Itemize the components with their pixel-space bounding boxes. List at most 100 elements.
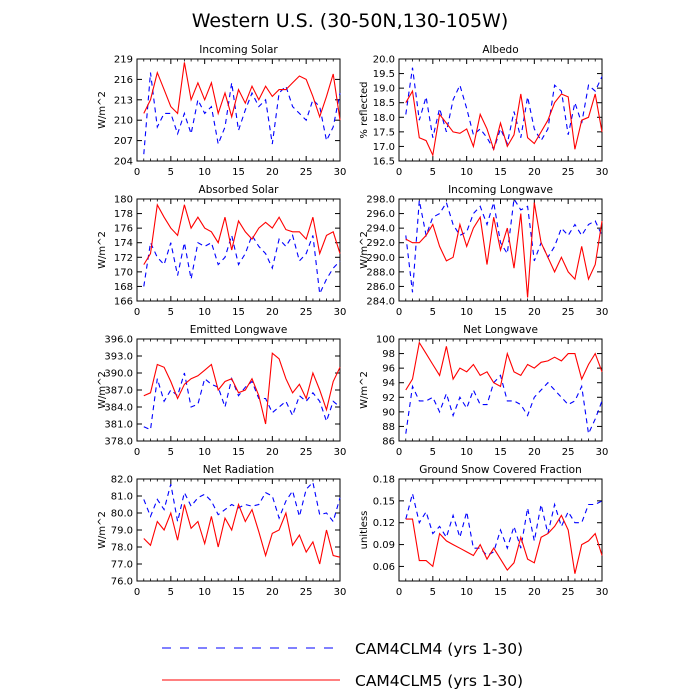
series-line-cam4clm5-yrs-1-30-emitted-longwave [143, 352, 341, 425]
y-tick-label-absorbed-solar: 174 [114, 238, 133, 249]
x-tick-label-net-radiation: 10 [198, 587, 211, 598]
series-line-cam4clm4-yrs-1-30-incoming-longwave [405, 197, 603, 293]
legend-label-cam4clm5: CAM4CLM5 (yrs 1-30) [355, 672, 523, 690]
x-tick-label-albedo: 20 [528, 167, 541, 178]
x-tick-label-net-radiation: 5 [168, 587, 174, 598]
panel-title-emitted-longwave: Emitted Longwave [190, 324, 288, 336]
x-tick-label-emitted-longwave: 20 [266, 447, 279, 458]
y-tick-label-incoming-longwave: 298.0 [366, 195, 395, 206]
y-tick-label-net-longwave: 100 [376, 335, 395, 346]
y-tick-label-ground-snow-covered-fraction: 0.12 [373, 518, 395, 529]
series-line-cam4clm4-yrs-1-30-albedo [405, 67, 603, 151]
y-tick-label-net-longwave: 92 [382, 393, 395, 404]
series-line-cam4clm4-yrs-1-30-absorbed-solar [143, 233, 341, 296]
x-tick-label-absorbed-solar: 30 [334, 307, 347, 318]
x-tick-label-absorbed-solar: 10 [198, 307, 211, 318]
x-tick-label-incoming-solar: 0 [134, 167, 140, 178]
y-tick-label-net-longwave: 88 [382, 422, 395, 433]
panel-net-longwave: Net Longwave 0 5 10 15 20 25 30 86 88 90 92 94 96 98 10… [359, 324, 608, 458]
x-tick-label-albedo: 30 [596, 167, 609, 178]
panel-net-radiation: Net Radiation 0 5 10 15 20 25 30 76.0 77.0 78.0 79.… [97, 464, 346, 598]
y-tick-label-net-longwave: 98 [382, 349, 395, 360]
y-tick-label-albedo: 20.0 [373, 55, 395, 66]
y-tick-label-absorbed-solar: 178 [114, 209, 133, 220]
plot-frame-net-longwave [398, 338, 603, 442]
x-tick-label-net-radiation: 25 [300, 587, 313, 598]
y-axis-label-albedo: % reflected [359, 81, 370, 138]
y-tick-label-incoming-solar: 219 [114, 55, 133, 66]
x-tick-label-ground-snow-covered-fraction: 20 [528, 587, 541, 598]
series-line-cam4clm4-yrs-1-30-ground-snow-covered-fraction [405, 493, 603, 557]
y-tick-label-absorbed-solar: 172 [114, 253, 133, 264]
x-tick-label-incoming-solar: 20 [266, 167, 279, 178]
x-tick-label-albedo: 15 [494, 167, 507, 178]
x-tick-label-incoming-solar: 25 [300, 167, 313, 178]
y-tick-label-albedo: 16.5 [373, 157, 395, 168]
series-line-cam4clm5-yrs-1-30-absorbed-solar [143, 203, 341, 265]
y-tick-label-net-longwave: 86 [382, 437, 395, 448]
x-tick-label-incoming-longwave: 5 [430, 307, 436, 318]
x-tick-label-net-longwave: 15 [494, 447, 507, 458]
series-line-cam4clm5-yrs-1-30-incoming-longwave [405, 202, 603, 298]
y-tick-label-incoming-longwave: 290.0 [366, 253, 395, 264]
y-tick-label-net-radiation: 77.0 [111, 560, 133, 571]
series-line-cam4clm5-yrs-1-30-ground-snow-covered-fraction [405, 514, 603, 574]
y-axis-label-incoming-longwave: W/m^2 [359, 231, 370, 269]
y-tick-label-ground-snow-covered-fraction: 0.06 [373, 562, 395, 573]
panel-emitted-longwave: Emitted Longwave 0 5 10 15 20 25 30 378.0 381.0 38… [97, 324, 346, 458]
x-tick-label-ground-snow-covered-fraction: 5 [430, 587, 436, 598]
x-tick-label-absorbed-solar: 20 [266, 307, 279, 318]
panel-albedo: Albedo 0 5 10 15 20 25 30 16.5 17.0 17.5 18.0 18.5 19… [359, 44, 608, 178]
y-tick-label-incoming-solar: 216 [114, 75, 133, 86]
x-tick-label-net-longwave: 10 [460, 447, 473, 458]
figure-title: Western U.S. (30-50N,130-105W) [192, 10, 509, 32]
y-tick-label-ground-snow-covered-fraction: 0.18 [373, 475, 395, 486]
y-tick-label-incoming-solar: 210 [114, 116, 133, 127]
x-tick-label-albedo: 5 [430, 167, 436, 178]
x-tick-label-net-longwave: 0 [396, 447, 402, 458]
y-tick-label-net-longwave: 94 [382, 378, 395, 389]
x-tick-label-emitted-longwave: 15 [232, 447, 245, 458]
panel-title-incoming-longwave: Incoming Longwave [448, 184, 553, 196]
y-tick-label-incoming-solar: 207 [114, 136, 133, 147]
legend-label-cam4clm4: CAM4CLM4 (yrs 1-30) [355, 640, 523, 658]
x-tick-label-ground-snow-covered-fraction: 25 [562, 587, 575, 598]
y-tick-label-absorbed-solar: 168 [114, 282, 133, 293]
panel-title-net-longwave: Net Longwave [463, 324, 538, 336]
panel-incoming-solar: Incoming Solar 0 5 10 15 20 25 30 204 207 210 213 21… [97, 44, 346, 178]
y-axis-label-emitted-longwave: W/m^2 [97, 371, 108, 409]
x-tick-label-net-radiation: 15 [232, 587, 245, 598]
plot-frame-absorbed-solar [136, 198, 341, 302]
x-tick-label-net-radiation: 20 [266, 587, 279, 598]
panel-ground-snow-covered-fraction: Ground Snow Covered Fraction 0 5 10 15 20 25 30… [359, 464, 608, 598]
y-tick-label-net-radiation: 81.0 [111, 492, 133, 503]
series-line-cam4clm5-yrs-1-30-net-longwave [405, 341, 603, 391]
y-tick-label-absorbed-solar: 176 [114, 224, 133, 235]
y-tick-label-albedo: 19.0 [373, 84, 395, 95]
y-tick-label-net-longwave: 96 [382, 364, 395, 375]
y-tick-label-absorbed-solar: 166 [114, 297, 133, 308]
series-line-cam4clm4-yrs-1-30-net-radiation [143, 481, 341, 523]
x-tick-label-ground-snow-covered-fraction: 30 [596, 587, 609, 598]
x-tick-label-emitted-longwave: 5 [168, 447, 174, 458]
y-tick-label-incoming-longwave: 286.0 [366, 282, 395, 293]
x-tick-label-incoming-longwave: 30 [596, 307, 609, 318]
x-tick-label-albedo: 10 [460, 167, 473, 178]
y-tick-label-incoming-longwave: 288.0 [366, 267, 395, 278]
y-tick-label-emitted-longwave: 381.0 [104, 420, 133, 431]
x-tick-label-net-radiation: 0 [134, 587, 140, 598]
panel-title-net-radiation: Net Radiation [203, 464, 274, 476]
x-tick-label-incoming-longwave: 20 [528, 307, 541, 318]
series-line-cam4clm5-yrs-1-30-net-radiation [143, 502, 341, 565]
y-tick-label-ground-snow-covered-fraction: 0.09 [373, 540, 395, 551]
y-tick-label-emitted-longwave: 396.0 [104, 335, 133, 346]
x-tick-label-ground-snow-covered-fraction: 10 [460, 587, 473, 598]
panel-title-absorbed-solar: Absorbed Solar [199, 184, 280, 196]
y-tick-label-albedo: 18.5 [373, 98, 395, 109]
x-tick-label-incoming-longwave: 0 [396, 307, 402, 318]
y-axis-label-absorbed-solar: W/m^2 [97, 231, 108, 269]
panel-title-albedo: Albedo [482, 44, 518, 56]
x-tick-label-absorbed-solar: 15 [232, 307, 245, 318]
y-tick-label-absorbed-solar: 170 [114, 267, 133, 278]
x-tick-label-ground-snow-covered-fraction: 15 [494, 587, 507, 598]
